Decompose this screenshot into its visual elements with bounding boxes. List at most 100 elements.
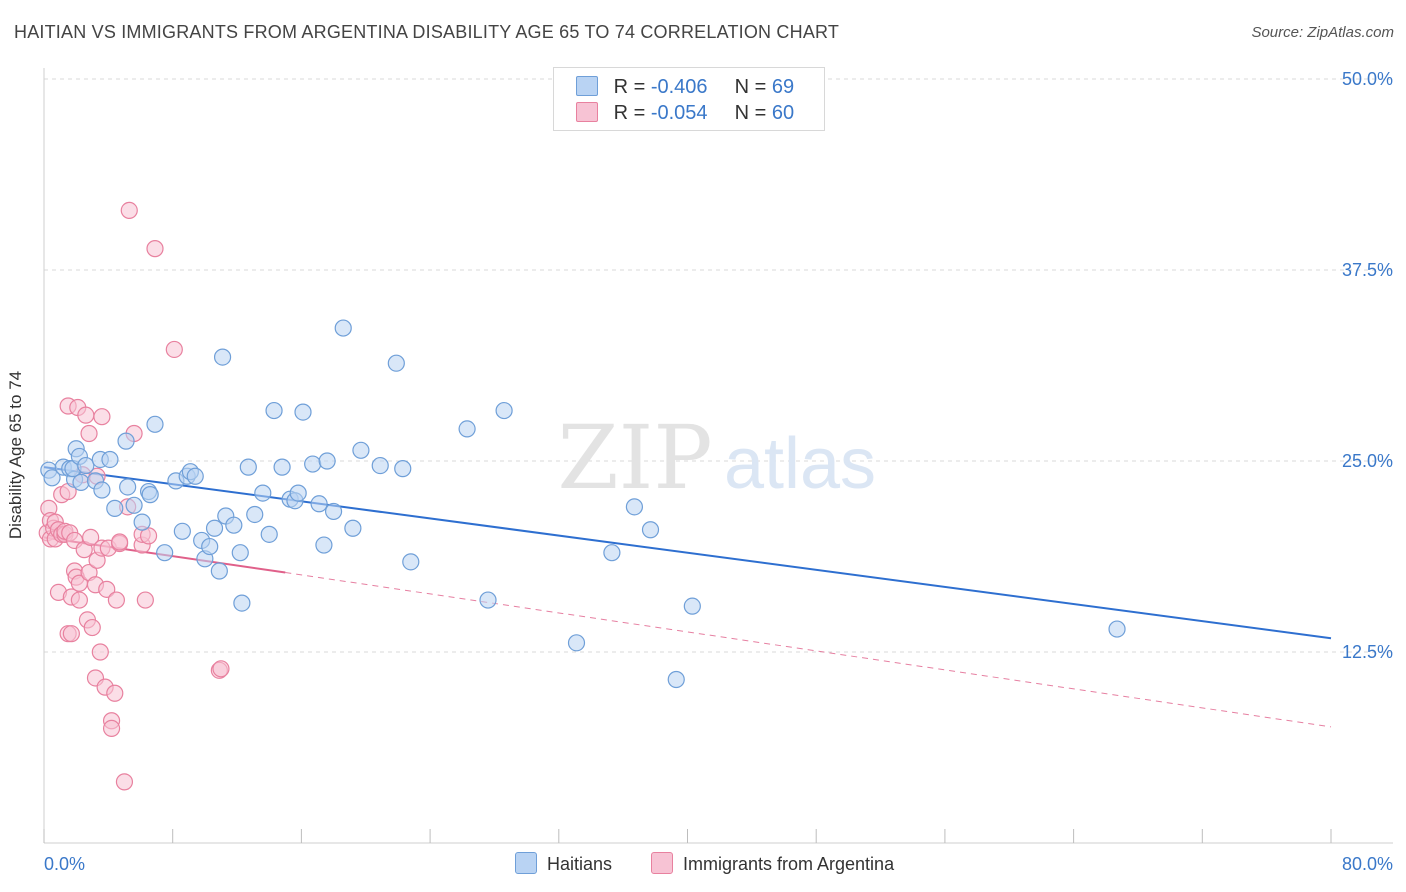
trend-line-argentina-extension xyxy=(285,572,1332,728)
watermark-zip: ZIP xyxy=(557,406,712,509)
point-haitians xyxy=(273,458,291,476)
point-haitians xyxy=(141,486,159,504)
point-haitians xyxy=(683,597,701,615)
point-haitians xyxy=(156,544,174,562)
point-haitians xyxy=(260,525,278,543)
point-haitians xyxy=(77,456,95,475)
series-haitians-points xyxy=(40,319,1126,689)
point-haitians xyxy=(334,319,352,337)
point-haitians xyxy=(233,594,251,612)
point-argentina xyxy=(107,591,125,609)
correlation-legend: R = -0.406 N = 69 R = -0.054 N = 60 xyxy=(553,67,825,131)
x-tick-label-max: 80.0% xyxy=(1342,854,1393,874)
point-haitians xyxy=(205,519,224,537)
point-argentina xyxy=(80,424,98,443)
legend-r-value-argentina: -0.054 xyxy=(650,102,708,124)
point-argentina xyxy=(139,527,158,545)
point-haitians xyxy=(625,498,644,516)
legend-n-value-haitians: 69 xyxy=(771,76,795,98)
y-tick-label: 12.5% xyxy=(1342,642,1393,662)
y-tick-label: 37.5% xyxy=(1342,260,1393,280)
point-argentina xyxy=(82,528,100,547)
point-haitians xyxy=(344,519,362,537)
point-haitians xyxy=(133,513,151,531)
point-haitians xyxy=(231,544,249,562)
point-haitians xyxy=(289,484,307,502)
legend-r-label: R = xyxy=(613,76,646,98)
y-axis-label: Disability Age 65 to 74 xyxy=(6,370,25,540)
point-haitians xyxy=(394,460,412,478)
legend-r-label: R = xyxy=(613,102,646,124)
point-haitians xyxy=(402,553,420,571)
chart-title: HAITIAN VS IMMIGRANTS FROM ARGENTINA DIS… xyxy=(14,22,840,42)
point-haitians xyxy=(254,484,272,502)
legend-row-haitians: R = -0.406 N = 69 xyxy=(576,76,794,102)
y-tick-label: 25.0% xyxy=(1342,451,1393,471)
point-haitians xyxy=(318,452,336,470)
legend-swatch-haitians xyxy=(576,76,598,96)
point-argentina xyxy=(111,533,129,551)
point-haitians xyxy=(106,499,124,517)
point-haitians xyxy=(495,401,513,420)
point-haitians xyxy=(304,455,322,473)
point-haitians xyxy=(265,401,283,420)
series-argentina-points xyxy=(38,201,230,791)
point-haitians xyxy=(93,481,111,499)
point-haitians xyxy=(603,544,621,562)
point-haitians xyxy=(173,522,191,540)
axes xyxy=(43,68,1393,844)
watermark-atlas: atlas xyxy=(724,424,876,504)
bottom-legend-haitians: Haitians xyxy=(515,852,612,875)
point-haitians xyxy=(294,403,312,421)
point-haitians xyxy=(567,634,586,652)
y-tick-label: 50.0% xyxy=(1342,69,1393,89)
point-argentina xyxy=(62,625,80,643)
point-argentina xyxy=(83,618,101,637)
point-haitians xyxy=(213,348,232,366)
point-haitians xyxy=(186,467,204,485)
point-haitians xyxy=(101,450,119,469)
point-haitians xyxy=(324,502,343,521)
point-argentina xyxy=(98,580,116,598)
point-argentina xyxy=(93,408,111,426)
point-haitians xyxy=(371,456,389,475)
point-argentina xyxy=(146,240,164,258)
bottom-legend-swatch-haitians xyxy=(515,852,537,874)
legend-swatch-argentina xyxy=(576,102,598,122)
legend-n-label: N = xyxy=(734,76,767,98)
point-haitians xyxy=(146,415,164,433)
point-argentina xyxy=(70,591,88,609)
point-haitians xyxy=(246,505,264,524)
point-haitians xyxy=(43,469,61,487)
point-haitians xyxy=(458,420,476,438)
bottom-legend-label-argentina: Immigrants from Argentina xyxy=(683,854,895,874)
point-haitians xyxy=(315,536,333,554)
legend-n-label: N = xyxy=(734,102,767,124)
point-haitians xyxy=(210,562,228,580)
legend-n-value-argentina: 60 xyxy=(771,102,795,124)
watermark: ZIP atlas xyxy=(557,406,876,509)
point-haitians xyxy=(225,516,243,534)
point-argentina xyxy=(115,773,134,791)
point-haitians xyxy=(641,521,660,539)
point-haitians xyxy=(239,458,257,476)
point-argentina xyxy=(102,719,121,738)
point-haitians xyxy=(201,537,219,556)
point-argentina xyxy=(120,201,138,220)
point-haitians xyxy=(310,495,328,513)
bottom-legend-label-haitians: Haitians xyxy=(547,854,613,874)
bottom-legend-swatch-argentina xyxy=(651,852,673,874)
point-haitians xyxy=(125,496,143,514)
x-tick-label-min: 0.0% xyxy=(44,854,85,874)
point-haitians xyxy=(1108,620,1126,638)
bottom-legend-argentina: Immigrants from Argentina xyxy=(651,852,894,875)
point-haitians xyxy=(387,354,405,372)
point-haitians xyxy=(352,441,370,459)
point-haitians xyxy=(667,670,685,689)
point-haitians xyxy=(72,473,90,491)
point-haitians xyxy=(117,432,135,450)
tick-labels: 12.5% 25.0% 37.5% 50.0% 0.0% 80.0% xyxy=(44,69,1393,874)
point-haitians xyxy=(479,591,497,609)
point-argentina xyxy=(77,406,95,424)
point-argentina xyxy=(91,643,109,661)
